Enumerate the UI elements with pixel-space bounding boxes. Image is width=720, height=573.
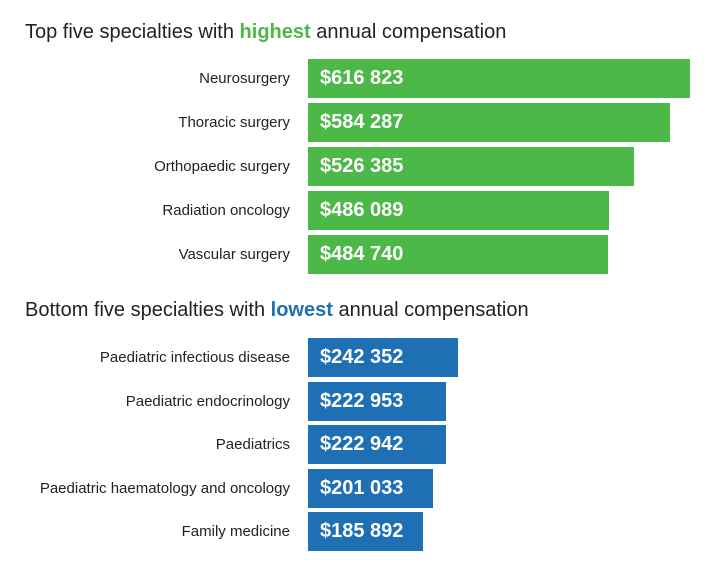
- value-label: $616 823: [320, 67, 404, 89]
- value-label: $584 287: [320, 111, 404, 133]
- category-label: Thoracic surgery: [178, 114, 290, 131]
- bar: $616 823: [308, 59, 690, 98]
- bar: $222 942: [308, 425, 446, 464]
- category-label: Paediatric endocrinology: [125, 392, 290, 410]
- bar: $584 287: [308, 103, 670, 142]
- bar: $185 892: [308, 512, 423, 551]
- bar: $484 740: [308, 235, 608, 274]
- value-label: $484 740: [320, 243, 404, 265]
- bar: $242 352: [308, 338, 458, 377]
- bottom-five-title: Bottom five specialties with lowest annu…: [25, 299, 529, 322]
- top-title-suffix: annual compensation: [310, 21, 507, 43]
- bar-row: Orthopaedic surgery $526 385: [0, 147, 720, 186]
- bottom-title-highlight: lowest: [270, 299, 333, 321]
- value-label: $185 892: [320, 520, 404, 542]
- category-label: Paediatrics: [215, 436, 290, 453]
- category-label: Neurosurgery: [199, 70, 290, 87]
- category-label: Family medicine: [181, 523, 290, 540]
- bar-row: Neurosurgery $616 823: [0, 59, 720, 98]
- bottom-title-suffix: annual compensation: [332, 299, 529, 321]
- bar-row: Paediatric infectious disease $242 352: [0, 338, 720, 377]
- bar: $486 089: [308, 191, 609, 230]
- value-label: $201 033: [320, 476, 404, 499]
- bar: $201 033: [308, 468, 433, 508]
- value-label: $486 089: [320, 199, 404, 221]
- value-label: $526 385: [320, 155, 404, 177]
- bar-row: Thoracic surgery $584 287: [0, 103, 720, 142]
- category-label: Orthopaedic surgery: [154, 158, 290, 175]
- value-label: $222 953: [320, 389, 404, 412]
- value-label: $222 942: [320, 433, 404, 455]
- bottom-title-prefix: Bottom five specialties with: [25, 299, 271, 321]
- category-label: Vascular surgery: [178, 246, 290, 263]
- bar: $526 385: [308, 147, 634, 186]
- category-label: Radiation oncology: [162, 202, 290, 219]
- value-label: $242 352: [320, 346, 404, 368]
- bar-row: Paediatric endocrinology $222 953: [0, 381, 720, 421]
- bar-row: Vascular surgery $484 740: [0, 235, 720, 274]
- category-label: Paediatric infectious disease: [99, 349, 290, 366]
- top-five-title: Top five specialties with highest annual…: [25, 21, 506, 44]
- bar-row: Paediatrics $222 942: [0, 425, 720, 464]
- bar: $222 953: [308, 381, 446, 421]
- bar-row: Radiation oncology $486 089: [0, 191, 720, 230]
- bar-row: Paediatric haematology and oncology $201 …: [0, 468, 720, 508]
- bar-row: Family medicine $185 892: [0, 512, 720, 551]
- top-title-highlight: highest: [239, 21, 311, 43]
- category-label: Paediatric haematology and oncology: [39, 479, 290, 497]
- top-title-prefix: Top five specialties with: [25, 21, 240, 43]
